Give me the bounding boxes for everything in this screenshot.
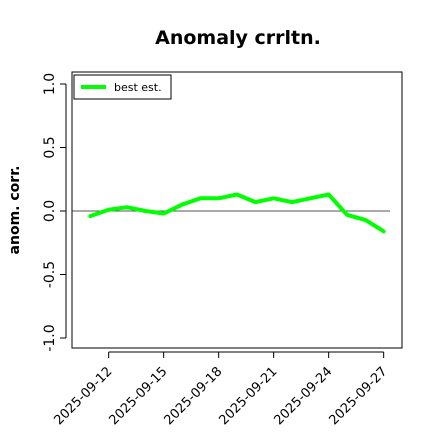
series-layer — [88, 192, 386, 234]
legend-label: best est. — [114, 81, 162, 94]
series-line — [88, 192, 386, 234]
x-tick-label: 2025-09-18 — [161, 364, 225, 428]
x-axis: 2025-09-122025-09-152025-09-182025-09-21… — [51, 351, 390, 428]
x-tick-label: 2025-09-15 — [106, 364, 170, 428]
x-tick-label: 2025-09-24 — [271, 364, 335, 428]
x-tick-label: 2025-09-12 — [51, 364, 115, 428]
y-tick-label: 0.0 — [42, 200, 58, 222]
y-tick-label: -1.0 — [42, 324, 58, 351]
y-tick-label: 0.5 — [42, 136, 58, 158]
x-tick-label: 2025-09-21 — [216, 364, 280, 428]
y-axis: -1.0 -0.5 0.0 0.5 1.0 — [42, 73, 67, 352]
y-axis-label: anom. corr. — [7, 166, 23, 255]
chart-title: Anomaly crrltn. — [155, 27, 321, 49]
y-tick-label: 1.0 — [42, 73, 58, 95]
y-tick-label: -0.5 — [42, 261, 58, 288]
x-tick-label: 2025-09-27 — [326, 364, 390, 428]
legend: best est. — [73, 74, 172, 100]
plot-frame — [71, 71, 403, 349]
